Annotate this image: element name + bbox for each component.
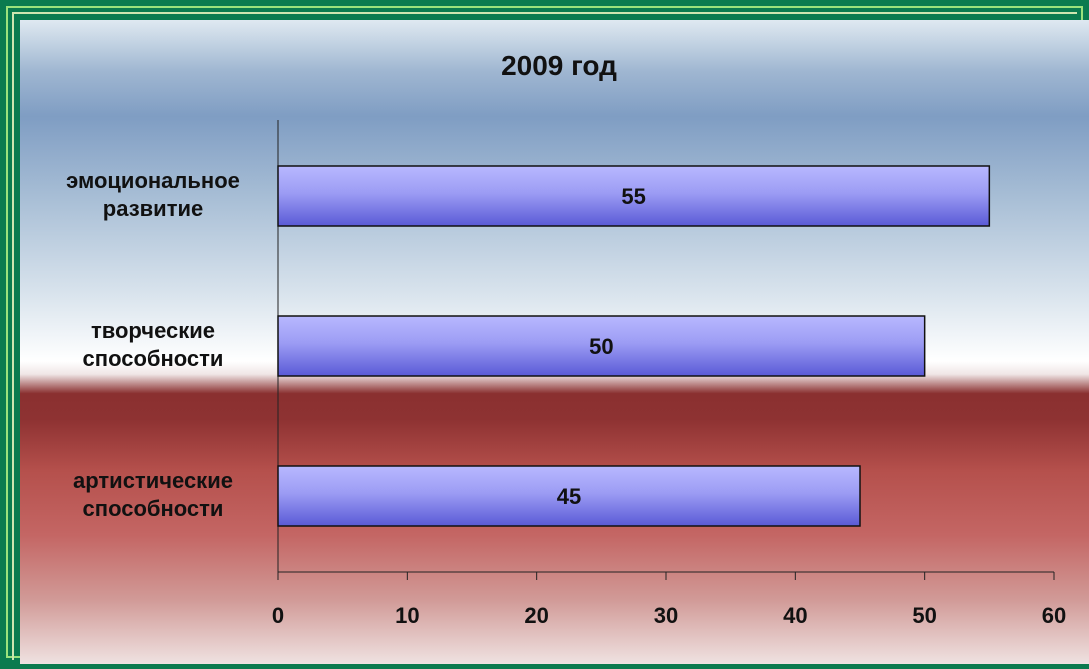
bar [277, 315, 926, 377]
x-tick-label: 20 [524, 603, 548, 628]
category-label-line: способности [83, 496, 224, 521]
category-label-line: эмоциональное [66, 168, 240, 193]
bar [277, 165, 991, 227]
data-label: 55 [621, 184, 645, 209]
x-tick-label: 40 [783, 603, 807, 628]
bar-chart: 2009 год 55 50 45 эмоциональное развитие тво… [66, 50, 1066, 628]
category-label: артистические способности [73, 468, 233, 521]
category-label: эмоциональное развитие [66, 168, 240, 221]
data-label: 45 [557, 484, 581, 509]
x-tick-label: 60 [1042, 603, 1066, 628]
bar [277, 465, 861, 527]
x-tick-label: 50 [912, 603, 936, 628]
category-label: творческие способности [83, 318, 224, 371]
x-tick-label: 30 [654, 603, 678, 628]
category-label-line: способности [83, 346, 224, 371]
bars: 55 50 45 [277, 165, 991, 527]
x-tick-label: 10 [395, 603, 419, 628]
chart-title: 2009 год [501, 50, 617, 81]
category-labels: эмоциональное развитие творческие способнос… [66, 168, 240, 521]
data-label: 50 [589, 334, 613, 359]
slide-frame-inner [12, 12, 1077, 660]
x-tick-labels: 0 10 20 30 40 50 60 [272, 603, 1066, 628]
x-tick-label: 0 [272, 603, 284, 628]
category-label-line: творческие [91, 318, 215, 343]
category-label-line: развитие [103, 196, 203, 221]
category-label-line: артистические [73, 468, 233, 493]
chart-area: 2009 год 55 50 45 эмоциональное развитие тво… [20, 20, 1089, 664]
